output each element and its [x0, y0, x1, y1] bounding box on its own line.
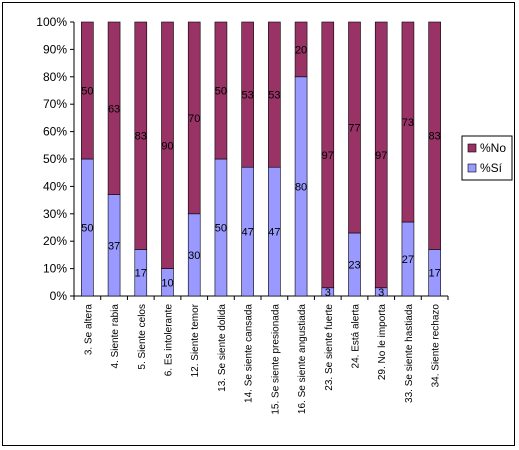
- data-label-si: 50: [81, 223, 93, 235]
- bar-no: [374, 21, 388, 289]
- data-label-si: 10: [161, 277, 173, 289]
- y-tick-label: 10%: [43, 262, 67, 276]
- data-label-si: 80: [295, 181, 307, 193]
- bar-no: [134, 21, 148, 250]
- y-tick-label: 50%: [43, 152, 67, 166]
- bar-no: [294, 21, 308, 78]
- data-label-si: 3: [378, 287, 384, 299]
- bar-no: [161, 21, 174, 269]
- x-category-label: 4. Siente rabia: [110, 304, 121, 369]
- data-label-si: 17: [135, 268, 147, 280]
- data-label-no: 50: [215, 86, 227, 98]
- data-label-no: 63: [108, 103, 120, 115]
- data-label-si: 50: [215, 223, 227, 235]
- data-label-si: 30: [188, 250, 200, 262]
- data-label-no: 83: [135, 131, 147, 143]
- x-category-label: 16. Se siente angustiada: [297, 304, 308, 415]
- x-category-label: 24. Está alerta: [351, 304, 362, 369]
- bar-no: [428, 21, 441, 250]
- bar-no: [321, 21, 335, 289]
- data-label-no: 20: [295, 44, 307, 56]
- x-category-label: 6. Es intolerante: [164, 304, 175, 377]
- data-label-si: 27: [402, 254, 414, 266]
- data-label-no: 53: [242, 90, 254, 102]
- data-label-si: 3: [325, 287, 331, 299]
- data-label-no: 83: [429, 131, 441, 143]
- x-category-label: 3. Se altera: [83, 304, 94, 356]
- data-label-no: 73: [402, 117, 414, 129]
- x-category-label: 33. Se siente hastiada: [404, 304, 415, 403]
- data-label-no: 70: [188, 113, 200, 125]
- x-category-label: 13. Se siente dolida: [217, 304, 228, 392]
- y-tick-label: 20%: [43, 234, 67, 248]
- y-tick-label: 100%: [36, 15, 67, 29]
- data-label-no: 77: [348, 122, 360, 134]
- data-label-no: 53: [268, 90, 280, 102]
- bar-no: [268, 21, 281, 168]
- data-label-si: 37: [108, 240, 120, 252]
- y-tick-label: 40%: [43, 179, 67, 193]
- bar-no: [81, 21, 94, 160]
- y-tick-label: 30%: [43, 207, 67, 221]
- data-label-no: 97: [375, 150, 387, 162]
- legend-label-no: %No: [480, 141, 506, 155]
- legend-box: [461, 135, 513, 181]
- x-category-label: 5. Siente celos: [137, 304, 148, 370]
- data-label-no: 90: [161, 140, 173, 152]
- data-label-si: 23: [348, 259, 360, 271]
- bar-no: [214, 21, 228, 160]
- data-label-no: 50: [81, 86, 93, 98]
- legend-swatch-no: [467, 143, 477, 153]
- bar-no: [187, 21, 201, 215]
- bar-no: [107, 21, 121, 195]
- data-label-no: 97: [322, 150, 334, 162]
- legend-swatch-si: [467, 163, 477, 173]
- data-label-si: 47: [268, 227, 280, 239]
- y-tick-label: 60%: [43, 125, 67, 139]
- data-label-si: 47: [242, 227, 254, 239]
- y-tick-label: 80%: [43, 70, 67, 84]
- bar-no: [401, 21, 415, 223]
- bar-no: [241, 21, 254, 168]
- data-label-si: 17: [429, 268, 441, 280]
- x-category-label: 15. Se siente presionada: [270, 304, 281, 415]
- y-tick-label: 70%: [43, 97, 67, 111]
- x-category-label: 12. Siente temor: [190, 303, 201, 377]
- bar-no: [348, 21, 361, 234]
- x-category-label: 29. No le importa: [377, 304, 388, 381]
- x-category-label: 23. Se siente fuerte: [324, 304, 335, 391]
- y-tick-label: 0%: [50, 289, 68, 303]
- legend-label-si: %Sí: [480, 161, 503, 175]
- x-category-label: 34. Siente rechazo: [431, 304, 442, 388]
- y-tick-label: 90%: [43, 42, 67, 56]
- x-category-label: 14. Se siente cansada: [244, 304, 255, 403]
